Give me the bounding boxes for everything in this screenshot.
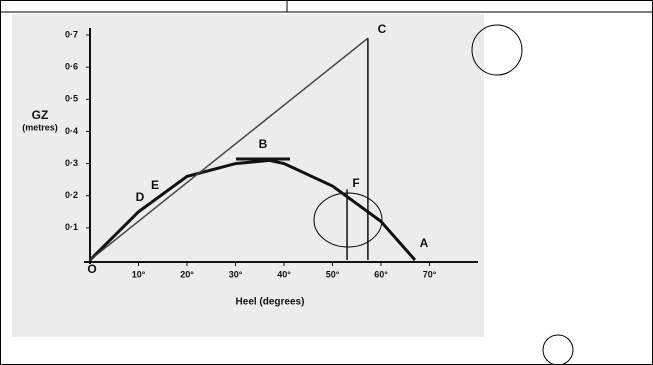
point-label: O — [87, 262, 96, 276]
x-tick-label: 20° — [180, 269, 194, 279]
y-label: GZ — [32, 108, 49, 122]
x-tick-label: 10° — [132, 269, 146, 279]
x-tick-label: 70° — [423, 269, 437, 279]
x-tick-label: 50° — [326, 269, 340, 279]
y-unit: (metres) — [22, 122, 58, 132]
point-label: E — [151, 178, 159, 192]
point-label: A — [420, 236, 429, 250]
circle-annotation — [471, 24, 523, 76]
y-tick-label: 0·1 — [65, 222, 78, 232]
series-line — [88, 158, 417, 262]
y-tick-label: 0·3 — [65, 158, 78, 168]
point-label: C — [378, 22, 387, 36]
x-label: Heel (degrees) — [236, 297, 305, 308]
point-label: F — [352, 176, 359, 190]
series-line — [89, 37, 369, 261]
y-tick-label: 0·5 — [65, 94, 78, 104]
circle-annotation — [542, 334, 574, 365]
scan-background — [12, 14, 484, 337]
y-tick-label: 0·2 — [65, 190, 78, 200]
point-label: D — [136, 190, 145, 204]
y-tick-label: 0·6 — [65, 62, 78, 72]
ellipse-annotation — [313, 192, 383, 248]
x-tick-label: 60° — [374, 269, 388, 279]
point-label: B — [259, 137, 268, 151]
x-tick-label: 40° — [277, 269, 291, 279]
x-tick-label: 30° — [229, 269, 243, 279]
y-tick-label: 0·7 — [65, 29, 78, 39]
y-tick-label: 0·4 — [65, 126, 78, 136]
